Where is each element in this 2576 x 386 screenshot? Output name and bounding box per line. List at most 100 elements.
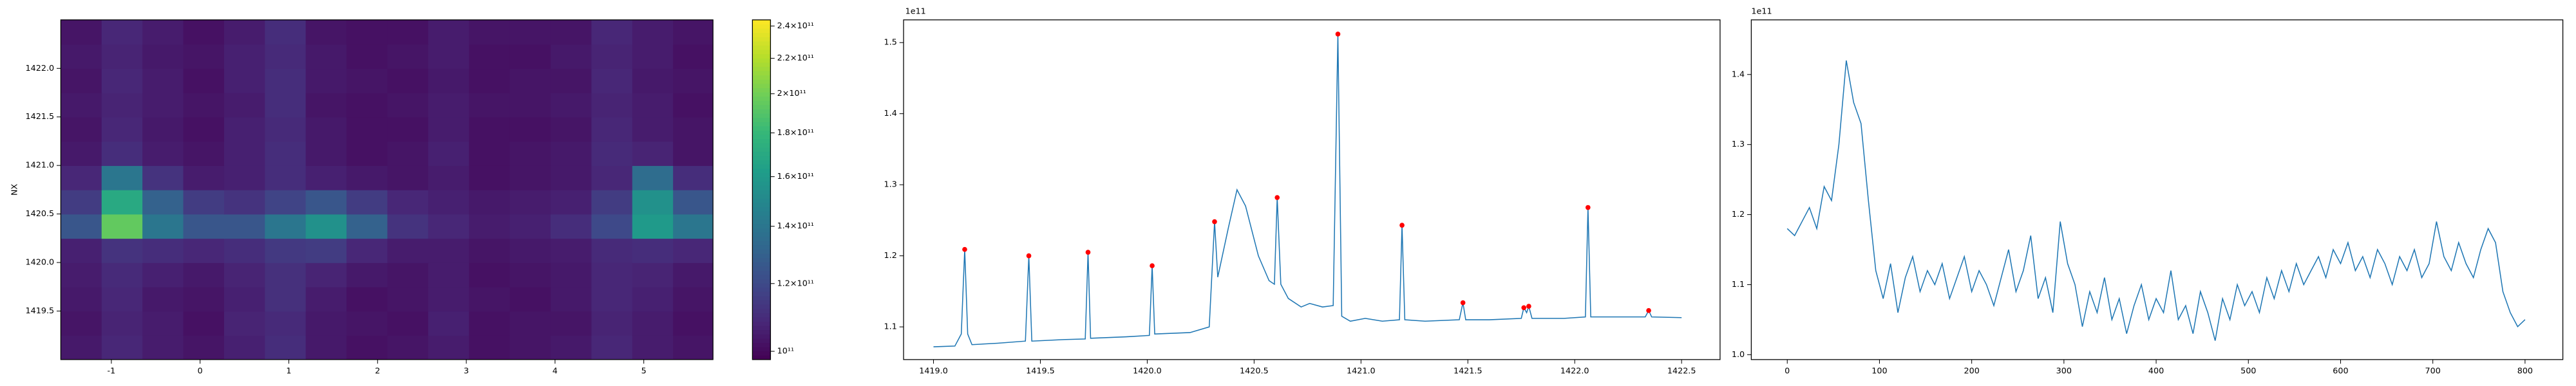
x-tick-label: 1422.5 bbox=[1667, 366, 1696, 376]
heatmap-cell bbox=[223, 286, 266, 312]
heatmap-cell bbox=[183, 116, 225, 142]
heatmap-cell bbox=[142, 141, 184, 166]
heatmap-cell bbox=[673, 189, 714, 215]
heatmap-cell bbox=[346, 165, 388, 190]
heatmap-cell bbox=[183, 165, 225, 190]
colorbar-swatch bbox=[752, 342, 771, 347]
colorbar-swatch bbox=[752, 329, 771, 335]
heatmap-cell bbox=[346, 68, 388, 93]
heatmap-cell bbox=[428, 116, 469, 142]
heatmap-cell bbox=[428, 93, 469, 118]
heatmap-cell bbox=[223, 165, 266, 190]
y-tick-label: 1.4 bbox=[884, 109, 897, 118]
heatmap-cell bbox=[509, 189, 551, 215]
heatmap-cell bbox=[550, 165, 592, 190]
heatmap-cell bbox=[387, 335, 429, 360]
heatmap-cell bbox=[265, 141, 307, 166]
heatmap-cell bbox=[142, 93, 184, 118]
heatmap-cell bbox=[346, 311, 388, 336]
colorbar-swatch bbox=[752, 207, 771, 212]
heatmap-cell bbox=[550, 189, 592, 215]
heatmap-cell bbox=[591, 93, 633, 118]
x-tick-label: 1 bbox=[286, 366, 291, 376]
colorbar-swatch bbox=[752, 58, 771, 63]
heatmap-cell bbox=[265, 19, 307, 45]
colorbar-swatch bbox=[752, 92, 771, 97]
heatmap-cell bbox=[61, 165, 102, 190]
colorbar-tick-label: 1.4×10¹¹ bbox=[777, 221, 814, 231]
colorbar-swatch bbox=[752, 117, 771, 122]
colorbar-swatch bbox=[752, 24, 771, 29]
colorbar-swatch bbox=[752, 321, 771, 326]
heatmap-cell bbox=[142, 286, 184, 312]
colorbar-swatch bbox=[752, 287, 771, 292]
heatmap-cell bbox=[632, 335, 674, 360]
heatmap-cell bbox=[387, 68, 429, 93]
heatmap-cell bbox=[265, 93, 307, 118]
heatmap-cell bbox=[591, 286, 633, 312]
heatmap-cell bbox=[469, 93, 511, 118]
colorbar-swatch bbox=[752, 66, 771, 71]
colorbar-swatch bbox=[752, 100, 771, 106]
colorbar-swatch bbox=[752, 53, 771, 59]
colorbar-swatch bbox=[752, 295, 771, 301]
colorbar-frame bbox=[752, 19, 772, 360]
colorbar-swatch bbox=[752, 87, 771, 93]
heatmap-cell bbox=[61, 214, 102, 239]
heatmap-cell bbox=[305, 189, 347, 215]
heatmap-cell bbox=[550, 335, 592, 360]
heatmap-cell bbox=[387, 238, 429, 263]
heatmap-cell bbox=[265, 44, 307, 69]
colorbar-swatch bbox=[752, 304, 771, 309]
heatmap-cell bbox=[265, 165, 307, 190]
heatmap-cell bbox=[183, 238, 225, 263]
colorbar-swatch bbox=[752, 232, 771, 237]
heatmap-cell bbox=[265, 214, 307, 239]
heatmap-cell bbox=[673, 19, 714, 45]
peak-marker bbox=[1460, 300, 1466, 306]
heatmap-cell bbox=[183, 189, 225, 215]
heatmap-cell bbox=[387, 93, 429, 118]
heatmap-cell bbox=[591, 116, 633, 142]
heatmap-cell bbox=[101, 286, 143, 312]
x-tick-label: 3 bbox=[464, 366, 469, 376]
heatmap-cell bbox=[265, 116, 307, 142]
heatmap-cell bbox=[591, 44, 633, 69]
colorbar-swatch bbox=[752, 185, 771, 190]
colorbar-swatch bbox=[752, 355, 771, 360]
heatmap-cell bbox=[673, 93, 714, 118]
heatmap-cell bbox=[469, 19, 511, 45]
heatmap-cell bbox=[101, 214, 143, 239]
colorbar-swatch bbox=[752, 262, 771, 267]
y-axis-label: NX bbox=[10, 184, 19, 196]
heatmap-cell bbox=[428, 335, 469, 360]
colorbar-swatch bbox=[752, 279, 771, 284]
heatmap-cell bbox=[673, 262, 714, 288]
peak-marker bbox=[962, 246, 967, 252]
heatmap-cell bbox=[428, 19, 469, 45]
colorbar-swatch bbox=[752, 236, 771, 241]
colorbar-swatch bbox=[752, 168, 771, 174]
x-tick-label: 800 bbox=[2517, 366, 2533, 376]
heatmap-cell bbox=[61, 44, 102, 69]
y-tick-label: 1.2 bbox=[884, 251, 897, 261]
heatmap-cell bbox=[550, 141, 592, 166]
colorbar-swatch bbox=[752, 338, 771, 344]
heatmap-cell bbox=[61, 286, 102, 312]
heatmap-cell bbox=[387, 286, 429, 312]
colorbar-swatch bbox=[752, 189, 771, 195]
heatmap-cell bbox=[632, 238, 674, 263]
heatmap-cell bbox=[632, 286, 674, 312]
x-tick-label: 1421.0 bbox=[1347, 366, 1376, 376]
colorbar-swatch bbox=[752, 266, 771, 271]
colorbar-swatch bbox=[752, 317, 771, 322]
colorbar-swatch bbox=[752, 104, 771, 109]
colorbar-swatch bbox=[752, 130, 771, 135]
heatmap-cell bbox=[509, 335, 551, 360]
y-tick-label: 1.5 bbox=[884, 38, 897, 48]
colorbar-swatch bbox=[752, 41, 771, 46]
colorbar-swatch bbox=[752, 164, 771, 169]
heatmap-cell bbox=[469, 214, 511, 239]
heatmap-cell bbox=[673, 68, 714, 93]
x-tick-label: -1 bbox=[108, 366, 116, 376]
